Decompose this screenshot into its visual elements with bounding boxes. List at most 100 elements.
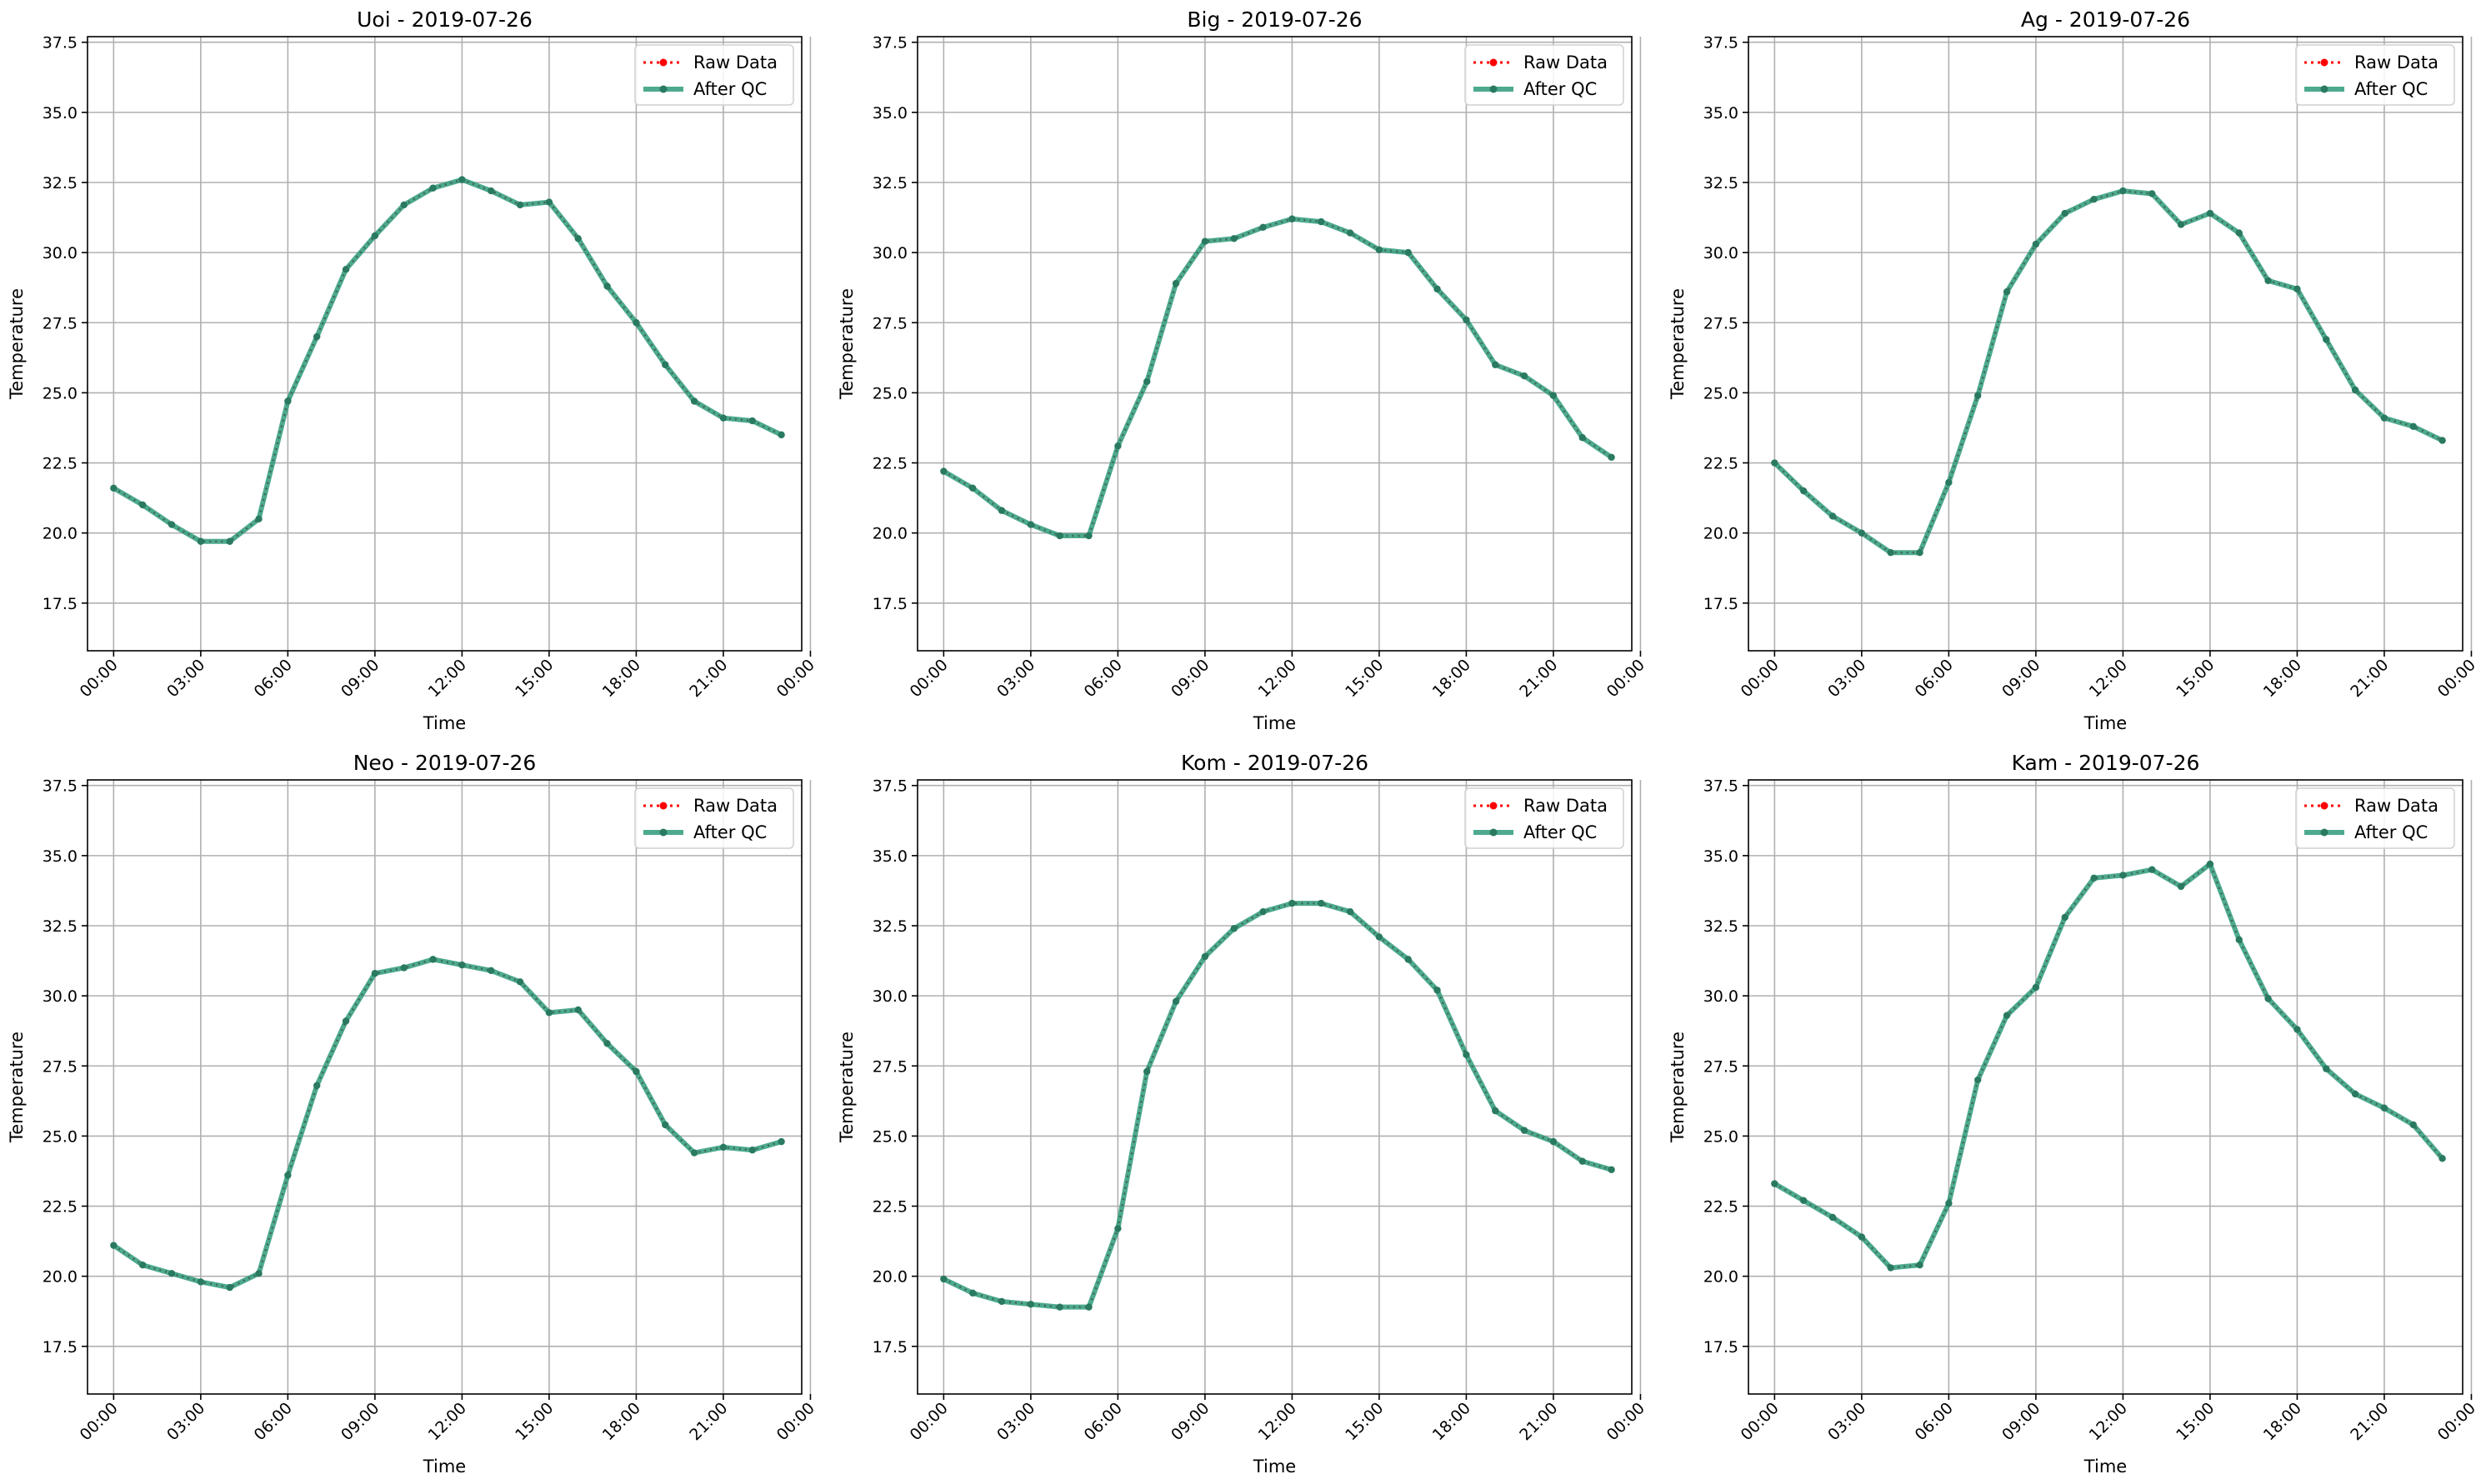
x-tick-label: 03:00 <box>1824 656 1869 701</box>
x-tick-label: 00:00 <box>2434 656 2479 701</box>
legend-qc-marker <box>1489 85 1498 93</box>
data-point <box>1172 997 1180 1006</box>
subplot: 17.5 20.0 22.5 25.0 27.5 30.0 32.5 35.0 37.5 00:0… <box>7 7 818 733</box>
data-point <box>1916 1261 1923 1269</box>
data-point <box>2032 983 2040 992</box>
data-point <box>545 1009 553 1017</box>
x-tick-label: 21:00 <box>686 1399 731 1444</box>
x-axis-label: Time <box>1253 1457 1296 1477</box>
subplot-title: Kam - 2019-07-26 <box>2012 751 2200 775</box>
axes-frame <box>1748 36 2463 652</box>
y-tick-label: 30.0 <box>1703 987 1738 1006</box>
data-point <box>1114 1225 1122 1232</box>
y-tick-label: 27.5 <box>1703 314 1738 332</box>
data-point <box>2409 422 2417 430</box>
data-point <box>2206 860 2214 868</box>
y-tick-label: 32.5 <box>873 174 908 192</box>
x-tick-label: 03:00 <box>1824 1399 1869 1444</box>
x-tick-label: 06:00 <box>1081 656 1126 701</box>
data-point <box>400 201 408 209</box>
subplot: 17.5 20.0 22.5 25.0 27.5 30.0 32.5 35.0 37.5 00:0… <box>1668 751 2479 1477</box>
data-point <box>255 1270 263 1277</box>
legend-qc-label: After QC <box>2354 822 2428 842</box>
data-point <box>2177 221 2185 228</box>
data-point <box>1056 1303 1063 1311</box>
subplot: 17.5 20.0 22.5 25.0 27.5 30.0 32.5 35.0 37.5 00:0… <box>837 751 1648 1477</box>
data-point <box>1492 361 1499 368</box>
data-point <box>313 332 321 341</box>
data-point <box>168 521 176 528</box>
data-point <box>1433 987 1441 994</box>
data-point <box>197 537 205 545</box>
data-point <box>2438 437 2446 444</box>
data-point <box>226 537 233 545</box>
subplot-title: Neo - 2019-07-26 <box>353 751 537 775</box>
data-point <box>2235 936 2243 944</box>
y-tick-label: 20.0 <box>873 525 908 543</box>
data-point <box>1608 453 1615 461</box>
data-point <box>2351 1090 2359 1098</box>
subplot: 17.5 20.0 22.5 25.0 27.5 30.0 32.5 35.0 37.5 00:0… <box>837 7 1648 733</box>
data-point <box>690 1149 698 1157</box>
data-point <box>2148 866 2156 873</box>
data-point <box>2438 1155 2446 1162</box>
data-point <box>1230 925 1238 932</box>
data-point <box>1858 1233 1866 1241</box>
y-tick-label: 27.5 <box>873 1057 908 1076</box>
y-tick-label: 22.5 <box>43 455 78 473</box>
raw-data-line <box>943 902 1613 1309</box>
x-tick-label: 18:00 <box>599 1399 644 1444</box>
raw-data-line-overlay <box>113 958 782 1288</box>
x-tick-label: 15:00 <box>2173 656 2218 701</box>
data-point <box>342 1017 350 1025</box>
raw-data-line <box>113 957 783 1289</box>
x-tick-label: 18:00 <box>599 656 644 701</box>
after-qc-line <box>112 177 783 544</box>
legend-raw-label: Raw Data <box>2354 796 2438 816</box>
after-qc-line <box>112 957 783 1291</box>
data-point <box>1549 1137 1558 1146</box>
y-tick-label: 22.5 <box>1703 1198 1738 1217</box>
data-point <box>371 970 379 977</box>
y-tick-label: 30.0 <box>873 244 908 262</box>
x-tick-label: 09:00 <box>1168 656 1213 701</box>
data-point <box>1201 237 1209 245</box>
data-point <box>662 1121 669 1129</box>
axes-frame <box>87 779 803 1395</box>
raw-data-line <box>943 217 1613 537</box>
data-point <box>2177 882 2185 891</box>
y-tick-label: 35.0 <box>873 847 908 866</box>
data-point <box>1085 532 1093 540</box>
y-tick-label: 30.0 <box>873 987 908 1006</box>
x-tick-label: 21:00 <box>686 656 731 701</box>
data-point <box>2032 240 2040 248</box>
data-point <box>719 1143 728 1152</box>
data-point <box>1433 285 1441 293</box>
legend-raw-marker <box>2320 58 2328 67</box>
legend-qc-marker <box>2320 828 2328 837</box>
legend-raw-label: Raw Data <box>693 796 778 816</box>
y-tick-label: 25.0 <box>1703 1127 1738 1146</box>
raw-data-line-overlay <box>1773 862 2443 1269</box>
data-point <box>1578 434 1586 442</box>
data-point <box>1945 478 1953 487</box>
data-point <box>574 1006 582 1014</box>
data-point <box>1259 907 1267 916</box>
data-point <box>2206 209 2214 217</box>
raw-data-line <box>113 178 783 543</box>
y-tick-label: 17.5 <box>1703 595 1738 613</box>
legend-raw-marker <box>2320 802 2328 810</box>
x-tick-label: 21:00 <box>1516 1399 1561 1444</box>
y-axis-label: Temperature <box>7 1032 27 1143</box>
x-tick-label: 00:00 <box>77 656 122 701</box>
data-point <box>1143 377 1151 386</box>
x-tick-label: 09:00 <box>338 656 383 701</box>
y-tick-label: 17.5 <box>873 595 908 613</box>
legend-qc-marker <box>659 85 668 93</box>
x-tick-label: 15:00 <box>1342 1399 1387 1444</box>
raw-data-line-overlay <box>113 178 782 542</box>
y-tick-label: 20.0 <box>1703 525 1738 543</box>
data-point <box>138 1261 147 1269</box>
x-tick-label: 21:00 <box>1516 656 1561 701</box>
y-tick-label: 35.0 <box>43 104 78 122</box>
